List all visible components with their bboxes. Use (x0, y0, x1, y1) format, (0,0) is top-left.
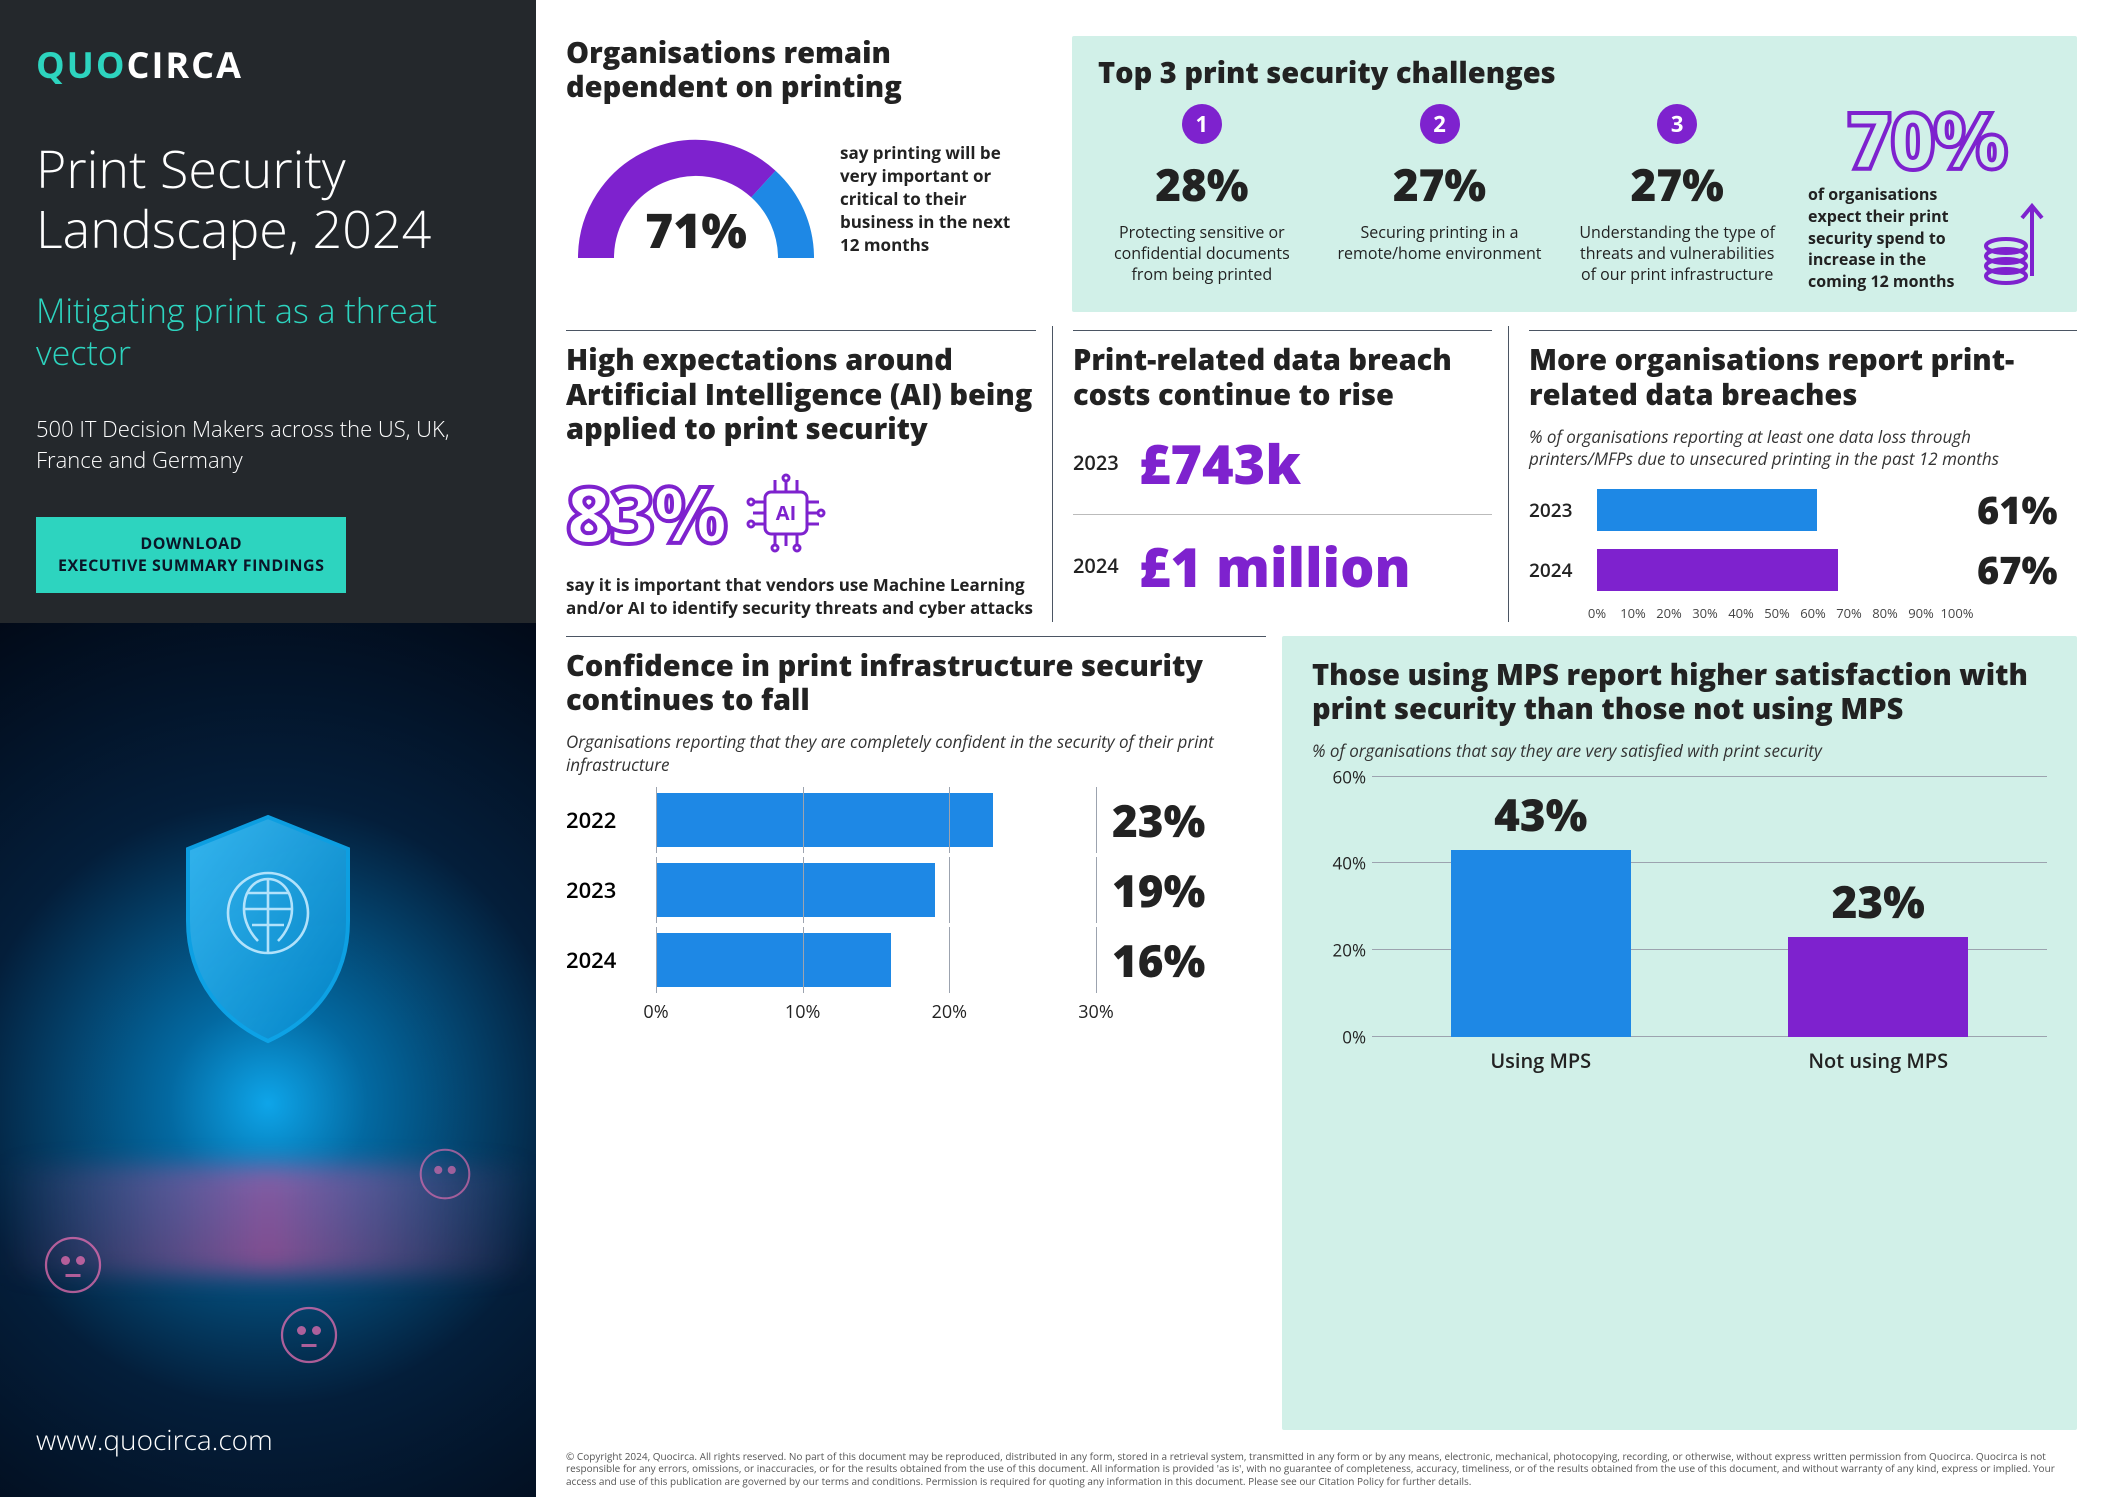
mps-ytick: 20% (1333, 938, 1367, 961)
cost-value: £1 million (1139, 529, 1411, 603)
confidence-bar-row: 2024 16% (566, 930, 1266, 990)
breach-year: 2024 (1529, 557, 1585, 583)
spend-feature: 70% of organisations expect their print … (1801, 104, 2051, 292)
gauge-desc: say printing will be very important or c… (840, 118, 1030, 257)
mps-bar (1788, 937, 1968, 1037)
breach-value: 67% (1977, 544, 2077, 596)
gauge-value: 71% (645, 198, 747, 263)
rank-badge: 2 (1420, 104, 1460, 144)
cost-year: 2024 (1073, 552, 1119, 579)
mps-xlabel: Using MPS (1372, 1047, 1710, 1074)
confidence-title: Confidence in print infrastructure secur… (566, 649, 1266, 717)
page-title: Print Security Landscape, 2024 (36, 139, 500, 259)
sidebar: QUOCIRCA Print Security Landscape, 2024 … (0, 0, 536, 1497)
breach-bar (1597, 549, 1838, 591)
top3-desc: Protecting sensitive or confidential doc… (1098, 222, 1306, 284)
breach-bar (1597, 489, 1817, 531)
mps-ytick: 60% (1333, 765, 1367, 788)
confidence-bar (656, 863, 935, 917)
mps-ytick: 0% (1342, 1025, 1366, 1048)
confidence-value: 23% (1112, 790, 1205, 850)
breach-title: More organisations report print-related … (1529, 343, 2077, 411)
main-content: Organisations remain dependent on printi… (536, 0, 2117, 1497)
gauge-panel: Organisations remain dependent on printi… (566, 36, 1056, 312)
skull-icon (279, 1305, 339, 1365)
cost-row: 2024 £1 million (1073, 529, 1492, 603)
rank-badge: 1 (1182, 104, 1222, 144)
gauge-title: Organisations remain dependent on printi… (566, 36, 1056, 104)
mps-bar (1451, 850, 1631, 1036)
confidence-subtitle: Organisations reporting that they are co… (566, 731, 1266, 775)
top3-item: 2 27% Securing printing in a remote/home… (1336, 104, 1544, 284)
rank-badge: 3 (1657, 104, 1697, 144)
confidence-year: 2024 (566, 945, 640, 975)
page-subtitle: Mitigating print as a threat vector (36, 289, 500, 374)
costs-title: Print-related data breach costs continue… (1073, 343, 1492, 411)
breach-value: 61% (1977, 484, 2077, 536)
svg-text:AI: AI (776, 499, 796, 526)
mps-value: 43% (1494, 784, 1587, 844)
cost-row: 2023 £743k (1073, 426, 1492, 500)
skull-icon (43, 1235, 103, 1295)
download-button[interactable]: DOWNLOAD EXECUTIVE SUMMARY FINDINGS (36, 517, 346, 592)
top3-desc: Securing printing in a remote/home envir… (1336, 222, 1544, 264)
skull-icon (418, 1147, 472, 1201)
confidence-year: 2022 (566, 805, 640, 835)
top3-item: 1 28% Protecting sensitive or confidenti… (1098, 104, 1306, 284)
breach-year: 2023 (1529, 497, 1585, 523)
confidence-chart: 2022 23% 2023 19% 2024 16% 0%10%20%30% (566, 790, 1266, 1024)
website-url: www.quocirca.com (36, 1421, 273, 1459)
hero-illustration (0, 623, 536, 1497)
ai-title: High expectations around Artificial Inte… (566, 343, 1036, 446)
spend-pct: 70% (1846, 104, 2005, 174)
mps-bar-group: 43% (1372, 777, 1710, 1037)
breach-subtitle: % of organisations reporting at least on… (1529, 426, 2077, 470)
coins-arrow-icon (1980, 188, 2044, 288)
breach-bar-row: 2023 61% (1529, 484, 2077, 536)
respondents-text: 500 IT Decision Makers across the US, UK… (36, 414, 500, 478)
mps-title: Those using MPS report higher satisfacti… (1312, 658, 2047, 726)
confidence-bar-row: 2023 19% (566, 860, 1266, 920)
confidence-bar-row: 2022 23% (566, 790, 1266, 850)
breach-panel: More organisations report print-related … (1508, 326, 2077, 622)
mps-bar-group: 23% (1710, 777, 2048, 1037)
mps-value: 23% (1832, 871, 1925, 931)
shield-icon (168, 809, 368, 1049)
top3-desc: Understanding the type of threats and vu… (1573, 222, 1781, 284)
confidence-value: 19% (1112, 860, 1205, 920)
confidence-bar (656, 933, 891, 987)
top3-item: 3 27% Understanding the type of threats … (1573, 104, 1781, 284)
confidence-year: 2023 (566, 875, 640, 905)
confidence-value: 16% (1112, 930, 1205, 990)
top3-title: Top 3 print security challenges (1098, 56, 2051, 90)
spend-desc: of organisations expect their print secu… (1808, 184, 1968, 292)
ai-panel: High expectations around Artificial Inte… (566, 326, 1036, 622)
top3-pct: 28% (1098, 154, 1306, 214)
cost-value: £743k (1139, 426, 1301, 500)
ai-desc: say it is important that vendors use Mac… (566, 574, 1036, 620)
mps-xlabel: Not using MPS (1710, 1047, 2048, 1074)
breach-axis: 0%10%20%30%40%50%60%70%80%90%100% (1597, 604, 1957, 622)
logo: QUOCIRCA (36, 40, 500, 89)
top3-pct: 27% (1573, 154, 1781, 214)
top3-panel: Top 3 print security challenges 1 28% Pr… (1072, 36, 2077, 312)
copyright-text: © Copyright 2024, Quocirca. All rights r… (566, 1450, 2077, 1488)
ai-pct: 83% (566, 460, 725, 566)
costs-panel: Print-related data breach costs continue… (1052, 326, 1492, 622)
mps-chart: 0%20%40%60% 43% 23% (1372, 777, 2047, 1037)
confidence-bar (656, 793, 993, 847)
confidence-axis: 0%10%20%30% (656, 1000, 1096, 1024)
ai-chip-icon: AI (741, 468, 831, 558)
cost-year: 2023 (1073, 449, 1119, 476)
mps-panel: Those using MPS report higher satisfacti… (1282, 636, 2077, 1430)
top3-pct: 27% (1336, 154, 1544, 214)
logo-part2: CIRCA (127, 40, 243, 89)
logo-part1: QUO (36, 40, 127, 89)
breach-chart: 2023 61% 2024 67% 0%10%20%30%40%50%60%70%8… (1529, 484, 2077, 622)
mps-ytick: 40% (1333, 852, 1367, 875)
confidence-panel: Confidence in print infrastructure secur… (566, 636, 1266, 1430)
mps-subtitle: % of organisations that say they are ver… (1312, 740, 2047, 762)
gauge-chart: 71% (566, 118, 826, 268)
breach-bar-row: 2024 67% (1529, 544, 2077, 596)
